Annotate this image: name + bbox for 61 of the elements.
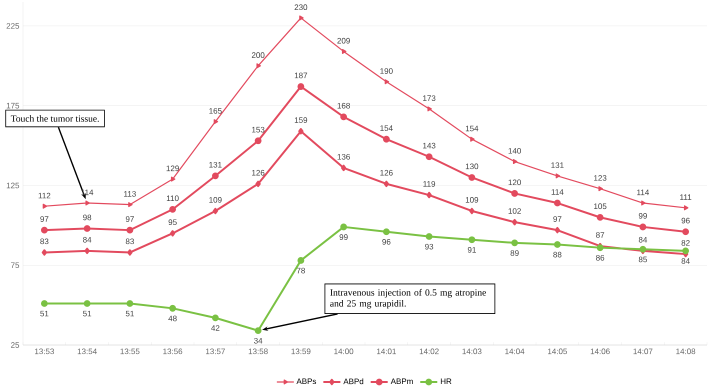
point <box>40 300 48 307</box>
point <box>84 248 90 254</box>
point <box>84 300 91 307</box>
point <box>298 128 304 134</box>
point <box>40 226 48 234</box>
point <box>297 257 304 264</box>
point <box>170 176 176 182</box>
point <box>554 200 561 206</box>
point <box>170 230 176 237</box>
point <box>384 180 390 188</box>
point <box>511 190 518 197</box>
point <box>426 233 433 240</box>
point <box>42 204 48 209</box>
point <box>684 205 688 210</box>
point <box>468 174 476 181</box>
point <box>556 173 560 178</box>
point <box>212 172 219 180</box>
point <box>169 206 176 213</box>
point <box>470 136 475 142</box>
point <box>554 226 560 234</box>
point <box>256 63 261 68</box>
point <box>382 228 390 236</box>
point <box>598 186 603 192</box>
point <box>682 247 690 254</box>
point <box>299 15 304 20</box>
point <box>254 137 262 144</box>
point <box>427 106 432 112</box>
point <box>127 249 133 256</box>
point <box>255 180 261 188</box>
point <box>426 192 432 198</box>
point <box>554 241 561 248</box>
point <box>511 240 518 246</box>
annotation: Intravenous injection of 0.5 mg atropine and 25 mg urapidil. <box>330 288 486 309</box>
point <box>212 208 218 214</box>
point <box>382 136 390 143</box>
point <box>84 225 91 232</box>
point <box>128 202 133 208</box>
point <box>426 153 433 160</box>
point <box>85 200 90 206</box>
point <box>682 228 690 236</box>
point <box>212 314 219 322</box>
point <box>169 304 176 312</box>
point <box>384 79 390 84</box>
point <box>297 83 304 90</box>
point <box>214 119 218 124</box>
point <box>126 300 134 307</box>
point <box>468 236 476 244</box>
point <box>340 224 348 230</box>
point <box>641 200 646 206</box>
point <box>126 226 134 234</box>
point <box>342 48 346 54</box>
point <box>42 249 48 256</box>
point <box>340 113 348 120</box>
point <box>596 214 604 221</box>
annotation: Touch the tumor tissue. <box>10 115 99 122</box>
point <box>639 224 646 230</box>
point <box>340 164 346 172</box>
point <box>512 159 518 164</box>
point <box>469 208 475 214</box>
point <box>254 327 262 334</box>
point <box>512 218 518 226</box>
